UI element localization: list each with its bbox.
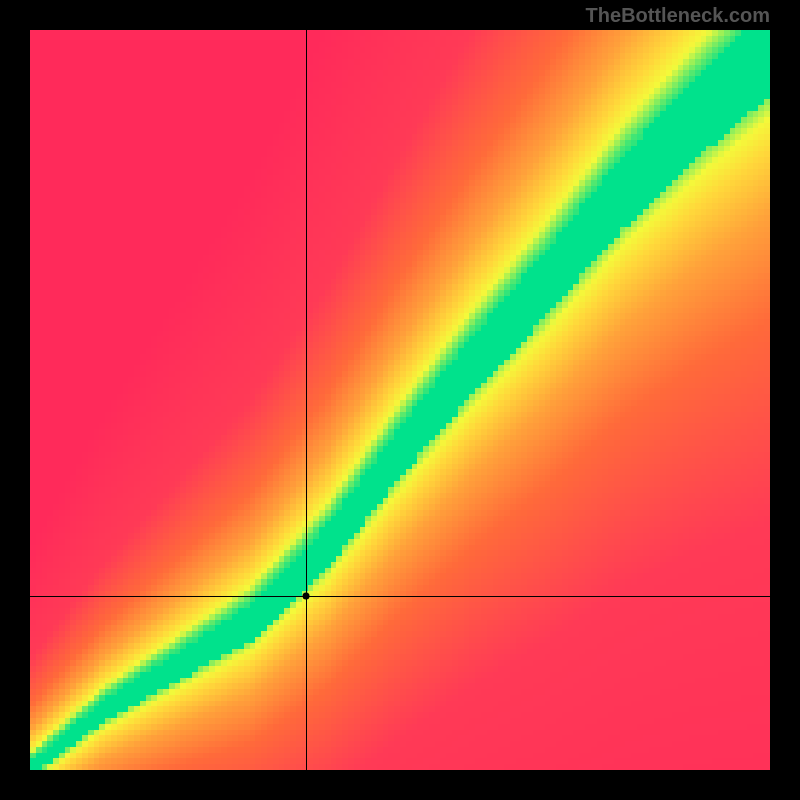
chart-container: TheBottleneck.com (0, 0, 800, 800)
watermark-text: TheBottleneck.com (586, 5, 770, 28)
heatmap-canvas (30, 30, 770, 770)
